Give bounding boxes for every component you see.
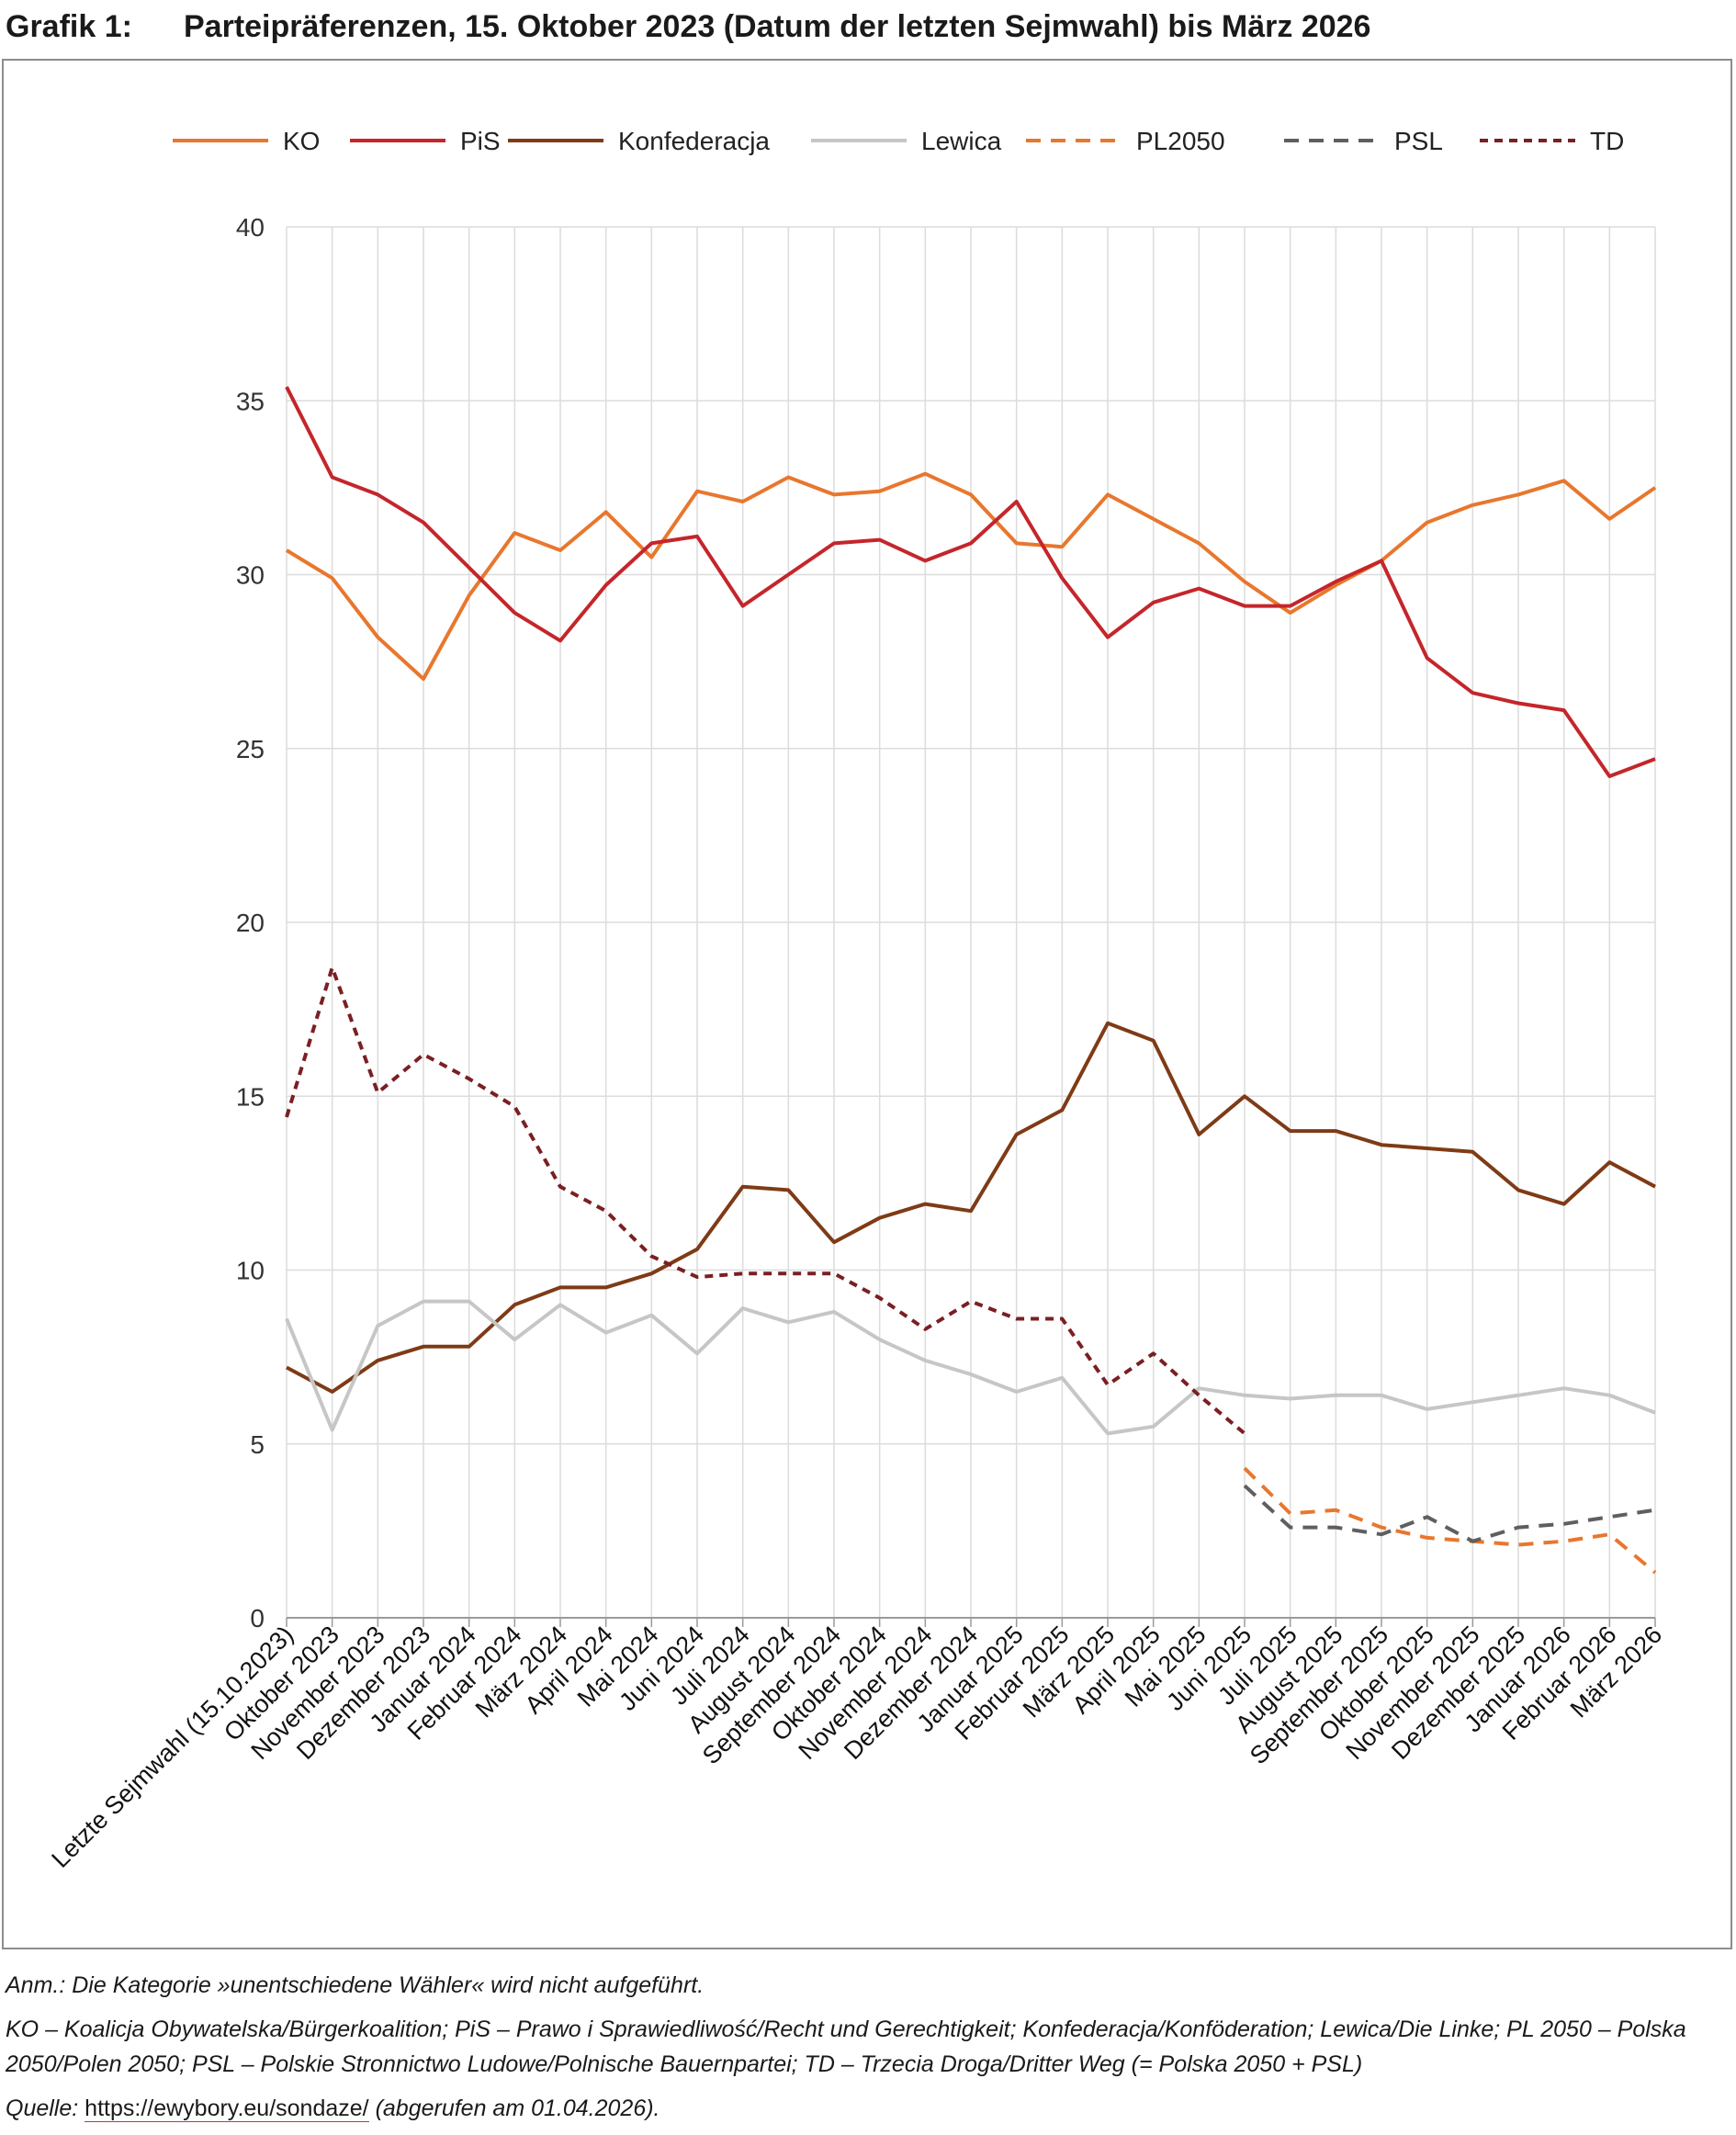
- note-source: Quelle: https://ewybory.eu/sondaze/ (abg…: [6, 2091, 1730, 2126]
- y-tick-label: 5: [250, 1430, 265, 1459]
- note-abbreviations: KO – Koalicja Obywatelska/Bürgerkoalitio…: [6, 2016, 1686, 2077]
- series-layer: [285, 386, 1657, 1575]
- series-line-pis: [285, 386, 1656, 778]
- figure-header: Grafik 1: Parteipräferenzen, 15. Oktober…: [0, 0, 1736, 55]
- note-anm: Anm.: Die Kategorie »unentschiedene Wähl…: [6, 1972, 705, 1998]
- y-tick-label: 0: [250, 1604, 265, 1632]
- series-line-konfederacja: [286, 1021, 1656, 1394]
- series-line-td: [285, 966, 1246, 1435]
- figure-label: Grafik 1:: [6, 9, 132, 44]
- y-tick-label: 40: [236, 213, 265, 242]
- notes: Anm.: Die Kategorie »unentschiedene Wähl…: [6, 1968, 1730, 2135]
- y-tick-label: 35: [236, 387, 265, 415]
- y-tick-label: 20: [236, 909, 265, 937]
- y-tick-label: 10: [236, 1257, 265, 1285]
- grid-layer: [286, 226, 1656, 1619]
- chart-frame: [2, 59, 1732, 1949]
- legend: KO PiS Konfederacja Lewica PL2050 PSL TD: [173, 127, 1624, 155]
- source-suffix: (abgerufen am 01.04.2026).: [375, 2095, 660, 2121]
- source-link[interactable]: https://ewybory.eu/sondaze/: [85, 2095, 369, 2122]
- legend-label-pl2050: PL2050: [1136, 127, 1225, 155]
- y-tick-label: 30: [236, 561, 265, 590]
- y-tick-label: 15: [236, 1082, 265, 1111]
- legend-label-pis: PiS: [460, 127, 501, 155]
- y-tick-label: 25: [236, 735, 265, 763]
- source-prefix: Quelle:: [6, 2095, 79, 2121]
- series-line-ko: [285, 471, 1657, 681]
- legend-label-ko: KO: [283, 127, 320, 155]
- series-line-lewica: [285, 1299, 1656, 1436]
- series-line-pl2050: [1243, 1466, 1657, 1575]
- legend-label-konfederacja: Konfederacja: [618, 127, 770, 155]
- legend-label-psl: PSL: [1394, 127, 1443, 155]
- legend-label-lewica: Lewica: [921, 127, 1002, 155]
- legend-label-td: TD: [1590, 127, 1624, 155]
- figure-title: Parteipräferenzen, 15. Oktober 2023 (Dat…: [184, 9, 1371, 44]
- series-line-psl: [1243, 1484, 1656, 1543]
